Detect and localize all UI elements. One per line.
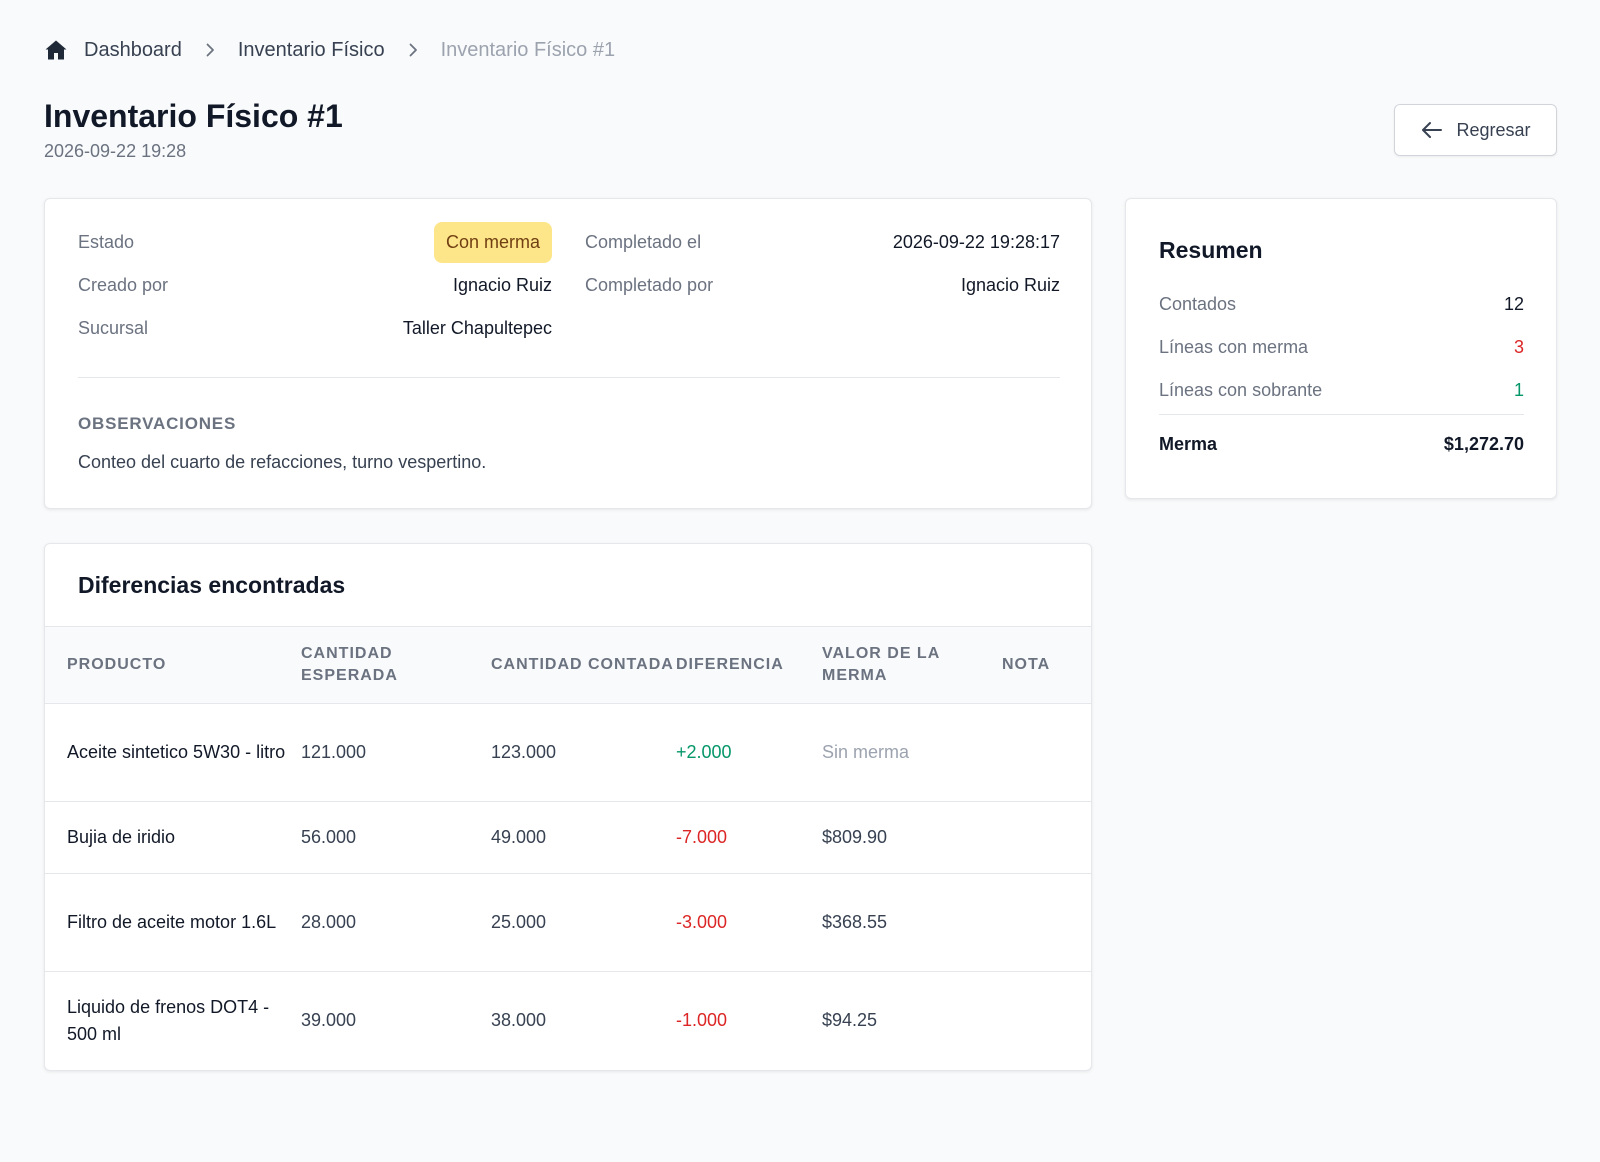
cell-diferencia: -7.000	[676, 827, 728, 847]
cell-valor: $94.25	[822, 1010, 878, 1031]
cell-contada: 49.000	[491, 827, 547, 847]
table-header-row: PRODUCTO CANTIDAD ESPERADA CANTIDAD CONT…	[45, 626, 1091, 704]
arrow-left-icon	[1422, 122, 1443, 138]
table-row: Bujia de iridio 56.000 49.000 -7.000 $80…	[45, 802, 1091, 874]
sobrante-lines-label: Líneas con sobrante	[1159, 380, 1323, 400]
completado-por-label: Completado por	[585, 275, 714, 295]
chevron-right-icon	[206, 43, 214, 57]
divider	[78, 377, 1060, 378]
cell-valor: Sin merma	[822, 742, 910, 762]
differences-card: Diferencias encontradas PRODUCTO CANTIDA…	[44, 543, 1092, 1071]
summary-row-merma-lines: Líneas con merma 3	[1159, 326, 1524, 369]
cell-diferencia: -1.000	[676, 1010, 728, 1031]
merma-lines-label: Líneas con merma	[1159, 337, 1309, 357]
observaciones-text: Conteo del cuarto de refacciones, turno …	[78, 452, 487, 472]
cell-contada: 38.000	[491, 1010, 547, 1031]
merma-total-value: $1,272.70	[1443, 433, 1524, 454]
column-header-esperada: CANTIDAD ESPERADA	[301, 645, 398, 684]
completado-el-label: Completado el	[585, 232, 702, 252]
info-row-estado: Estado Con merma	[78, 221, 552, 264]
info-row-sucursal: Sucursal Taller Chapultepec	[78, 307, 552, 350]
cell-contada: 25.000	[491, 912, 547, 932]
back-button-label: Regresar	[1456, 119, 1531, 140]
summary-row-contados: Contados 12	[1159, 283, 1524, 326]
sobrante-lines-value: 1	[1513, 380, 1524, 400]
cell-producto: Aceite sintetico 5W30 - litro	[67, 742, 286, 762]
table-row: Aceite sintetico 5W30 - litro 121.000 12…	[45, 704, 1091, 802]
info-card: Estado Con merma Creado por Ignacio Ruiz…	[44, 198, 1092, 509]
cell-nota	[1002, 704, 1091, 802]
column-header-diferencia: DIFERENCIA	[676, 656, 784, 673]
info-grid: Estado Con merma Creado por Ignacio Ruiz…	[78, 221, 1060, 350]
summary-total: Merma $1,272.70	[1159, 415, 1524, 473]
column-header-valor: VALOR DE LA MERMA	[822, 645, 940, 684]
breadcrumb: Dashboard Inventario Físico Inventario F…	[44, 38, 615, 62]
cell-esperada: 56.000	[301, 827, 357, 847]
breadcrumb-home-label: Dashboard	[84, 38, 182, 61]
summary-list: Contados 12 Líneas con merma 3 Líneas co…	[1159, 283, 1524, 473]
estado-label: Estado	[78, 232, 135, 252]
sucursal-value: Taller Chapultepec	[402, 318, 552, 338]
cell-valor: $809.90	[822, 827, 888, 847]
cell-diferencia: -3.000	[676, 912, 728, 932]
info-row-completado-el: Completado el 2026-09-22 19:28:17	[585, 221, 1060, 264]
creado-label: Creado por	[78, 275, 169, 295]
cell-esperada: 121.000	[301, 742, 367, 762]
page-title: Inventario Físico #1	[44, 98, 343, 134]
info-row-creado: Creado por Ignacio Ruiz	[78, 264, 552, 307]
column-header-nota: NOTA	[1002, 656, 1051, 673]
column-header-producto: PRODUCTO	[67, 656, 167, 673]
observaciones-title: OBSERVACIONES	[78, 414, 237, 433]
contados-label: Contados	[1159, 294, 1237, 314]
cell-producto: Liquido de frenos DOT4 - 500 ml	[67, 996, 270, 1044]
info-row-completado-por: Completado por Ignacio Ruiz	[585, 264, 1060, 307]
info-column-right: Completado el 2026-09-22 19:28:17 Comple…	[552, 221, 1060, 350]
contados-value: 12	[1503, 294, 1524, 314]
chevron-right-icon	[409, 43, 417, 57]
cell-diferencia: +2.000	[676, 742, 732, 762]
cell-esperada: 28.000	[301, 912, 357, 932]
summary-card: Resumen Contados 12 Líneas con merma 3 L…	[1125, 198, 1557, 499]
sucursal-label: Sucursal	[78, 318, 149, 338]
summary-row-sobrante-lines: Líneas con sobrante 1	[1159, 369, 1524, 412]
creado-value: Ignacio Ruiz	[452, 275, 552, 295]
breadcrumb-current: Inventario Físico #1	[440, 38, 616, 61]
cell-contada: 123.000	[491, 742, 557, 762]
merma-total-label: Merma	[1159, 433, 1218, 454]
home-icon	[45, 40, 67, 60]
column-header-contada: CANTIDAD CONTADA	[491, 656, 674, 673]
cell-producto: Bujia de iridio	[67, 827, 176, 847]
status-badge: Con merma	[433, 222, 552, 263]
table-row: Liquido de frenos DOT4 - 500 ml 39.000 3…	[45, 972, 1091, 1070]
breadcrumb-section[interactable]: Inventario Físico	[237, 38, 385, 61]
cell-nota	[1002, 972, 1091, 1070]
page-subtitle: 2026-09-22 19:28	[44, 141, 187, 161]
differences-title: Diferencias encontradas	[78, 572, 346, 598]
completado-el-value: 2026-09-22 19:28:17	[892, 232, 1060, 252]
summary-title: Resumen	[1159, 237, 1263, 263]
cell-nota	[1002, 802, 1091, 874]
cell-esperada: 39.000	[301, 1010, 357, 1031]
summary-divider	[1159, 414, 1524, 415]
cell-valor: $368.55	[822, 912, 888, 932]
back-button[interactable]: Regresar	[1394, 104, 1557, 156]
completado-por-value: Ignacio Ruiz	[960, 275, 1060, 295]
cell-producto: Filtro de aceite motor 1.6L	[67, 912, 277, 932]
info-column-left: Estado Con merma Creado por Ignacio Ruiz…	[78, 221, 552, 350]
table-row: Filtro de aceite motor 1.6L 28.000 25.00…	[45, 874, 1091, 972]
differences-table: PRODUCTO CANTIDAD ESPERADA CANTIDAD CONT…	[45, 626, 1091, 1070]
merma-lines-value: 3	[1513, 337, 1524, 357]
breadcrumb-home[interactable]: Dashboard	[44, 38, 182, 62]
cell-nota	[1002, 874, 1091, 972]
